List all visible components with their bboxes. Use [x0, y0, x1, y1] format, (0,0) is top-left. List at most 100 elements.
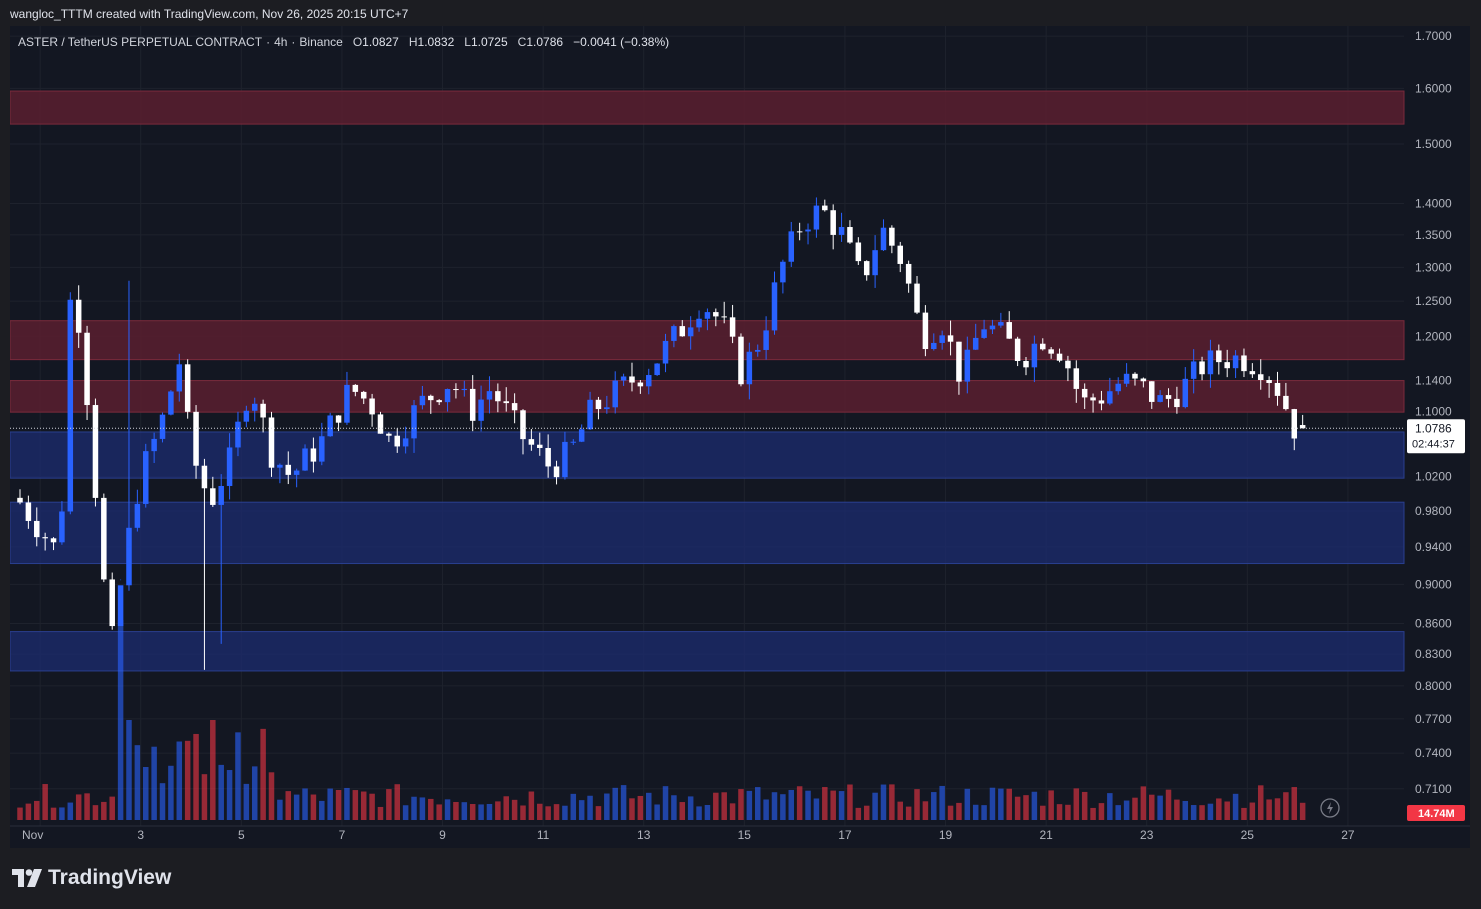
- candle-body[interactable]: [1115, 383, 1121, 392]
- candle-body[interactable]: [520, 410, 526, 440]
- candle-body[interactable]: [444, 389, 451, 403]
- candle-body[interactable]: [184, 364, 191, 412]
- candle-body[interactable]: [528, 439, 535, 445]
- candle-body[interactable]: [1073, 368, 1080, 389]
- candle-body[interactable]: [855, 242, 862, 262]
- candle-body[interactable]: [1216, 350, 1222, 363]
- candle-body[interactable]: [1299, 425, 1306, 429]
- candle-body[interactable]: [335, 415, 342, 423]
- candle-body[interactable]: [671, 326, 677, 341]
- candle-body[interactable]: [1274, 382, 1281, 396]
- candle-body[interactable]: [1014, 338, 1021, 361]
- candle-body[interactable]: [1241, 355, 1247, 372]
- candle-body[interactable]: [461, 388, 468, 391]
- candle-body[interactable]: [1199, 361, 1205, 375]
- candle-body[interactable]: [1190, 361, 1197, 379]
- candle-body[interactable]: [419, 395, 426, 406]
- candle-body[interactable]: [1283, 395, 1289, 410]
- candle-body[interactable]: [1107, 391, 1113, 404]
- candle-body[interactable]: [503, 401, 509, 404]
- candle-body[interactable]: [1249, 371, 1256, 375]
- candle-body[interactable]: [989, 325, 996, 330]
- candle-body[interactable]: [1065, 360, 1071, 369]
- candle-body[interactable]: [260, 403, 266, 418]
- candle-body[interactable]: [972, 337, 979, 350]
- tradingview-brand[interactable]: TradingView: [12, 866, 171, 890]
- candle-body[interactable]: [847, 227, 853, 243]
- candle-body[interactable]: [780, 261, 786, 283]
- candle-body[interactable]: [998, 322, 1004, 326]
- candle-body[interactable]: [931, 342, 937, 350]
- candle-body[interactable]: [1165, 395, 1172, 399]
- candle-body[interactable]: [1232, 355, 1239, 369]
- legend-interval[interactable]: 4h: [274, 35, 288, 49]
- candle-body[interactable]: [159, 414, 166, 439]
- candle-body[interactable]: [511, 403, 518, 411]
- candle-body[interactable]: [117, 585, 124, 627]
- candle-body[interactable]: [738, 336, 744, 385]
- candle-body[interactable]: [495, 391, 501, 402]
- candle-body[interactable]: [612, 380, 618, 408]
- price-axis[interactable]: 1.7000 1.6000 1.5000 1.4000 1.3500 1.3000 1.25…: [1415, 29, 1452, 796]
- candle-body[interactable]: [813, 205, 820, 230]
- candle-body[interactable]: [210, 488, 216, 505]
- candle-body[interactable]: [537, 444, 543, 448]
- candle-body[interactable]: [654, 363, 660, 376]
- candle-body[interactable]: [310, 448, 317, 462]
- candle-body[interactable]: [872, 250, 878, 276]
- candle-body[interactable]: [75, 299, 82, 333]
- candle-body[interactable]: [562, 441, 568, 478]
- lightning-icon[interactable]: [1320, 798, 1340, 818]
- candle-body[interactable]: [67, 299, 74, 512]
- candle-body[interactable]: [293, 470, 300, 475]
- candle-body[interactable]: [796, 231, 803, 233]
- candle-body[interactable]: [327, 415, 333, 437]
- candle-body[interactable]: [268, 417, 275, 468]
- candle-body[interactable]: [17, 497, 23, 503]
- candle-body[interactable]: [964, 349, 971, 382]
- candle-body[interactable]: [1291, 409, 1298, 439]
- candle-body[interactable]: [42, 537, 48, 539]
- candle-body[interactable]: [704, 312, 711, 319]
- candle-body[interactable]: [696, 318, 702, 328]
- demand-zone[interactable]: [10, 631, 1405, 672]
- candle-body[interactable]: [486, 391, 493, 400]
- candle-body[interactable]: [662, 340, 669, 364]
- demand-zone[interactable]: [10, 431, 1405, 479]
- candle-body[interactable]: [1048, 349, 1054, 354]
- candle-body[interactable]: [1140, 378, 1147, 382]
- candle-body[interactable]: [897, 245, 904, 264]
- candle-body[interactable]: [109, 579, 115, 627]
- candle-body[interactable]: [243, 410, 250, 422]
- candle-body[interactable]: [822, 205, 828, 211]
- candle-body[interactable]: [570, 441, 577, 443]
- candle-body[interactable]: [226, 447, 233, 486]
- candle-body[interactable]: [1123, 373, 1130, 384]
- candle-body[interactable]: [193, 411, 199, 466]
- candle-body[interactable]: [1224, 362, 1230, 369]
- candle-body[interactable]: [218, 485, 224, 505]
- candle-body[interactable]: [1023, 360, 1029, 368]
- candle-body[interactable]: [646, 375, 652, 387]
- candle-body[interactable]: [50, 538, 57, 543]
- candle-body[interactable]: [956, 341, 962, 382]
- candle-body[interactable]: [101, 497, 107, 580]
- candle-body[interactable]: [939, 335, 945, 343]
- candle-body[interactable]: [176, 364, 183, 392]
- candle-body[interactable]: [637, 382, 644, 387]
- candle-body[interactable]: [1090, 397, 1096, 401]
- candle-body[interactable]: [302, 448, 308, 471]
- candle-body[interactable]: [201, 465, 208, 489]
- candle-body[interactable]: [595, 399, 602, 410]
- candle-body[interactable]: [360, 391, 367, 399]
- candle-body[interactable]: [428, 395, 434, 401]
- candle-body[interactable]: [151, 438, 157, 452]
- candle-body[interactable]: [478, 399, 484, 421]
- candle-body[interactable]: [143, 451, 149, 504]
- candle-body[interactable]: [788, 231, 795, 262]
- candle-body[interactable]: [922, 312, 929, 350]
- candle-body[interactable]: [889, 227, 895, 246]
- candle-body[interactable]: [545, 447, 551, 467]
- candle-body[interactable]: [411, 405, 417, 439]
- candle-body[interactable]: [25, 502, 32, 521]
